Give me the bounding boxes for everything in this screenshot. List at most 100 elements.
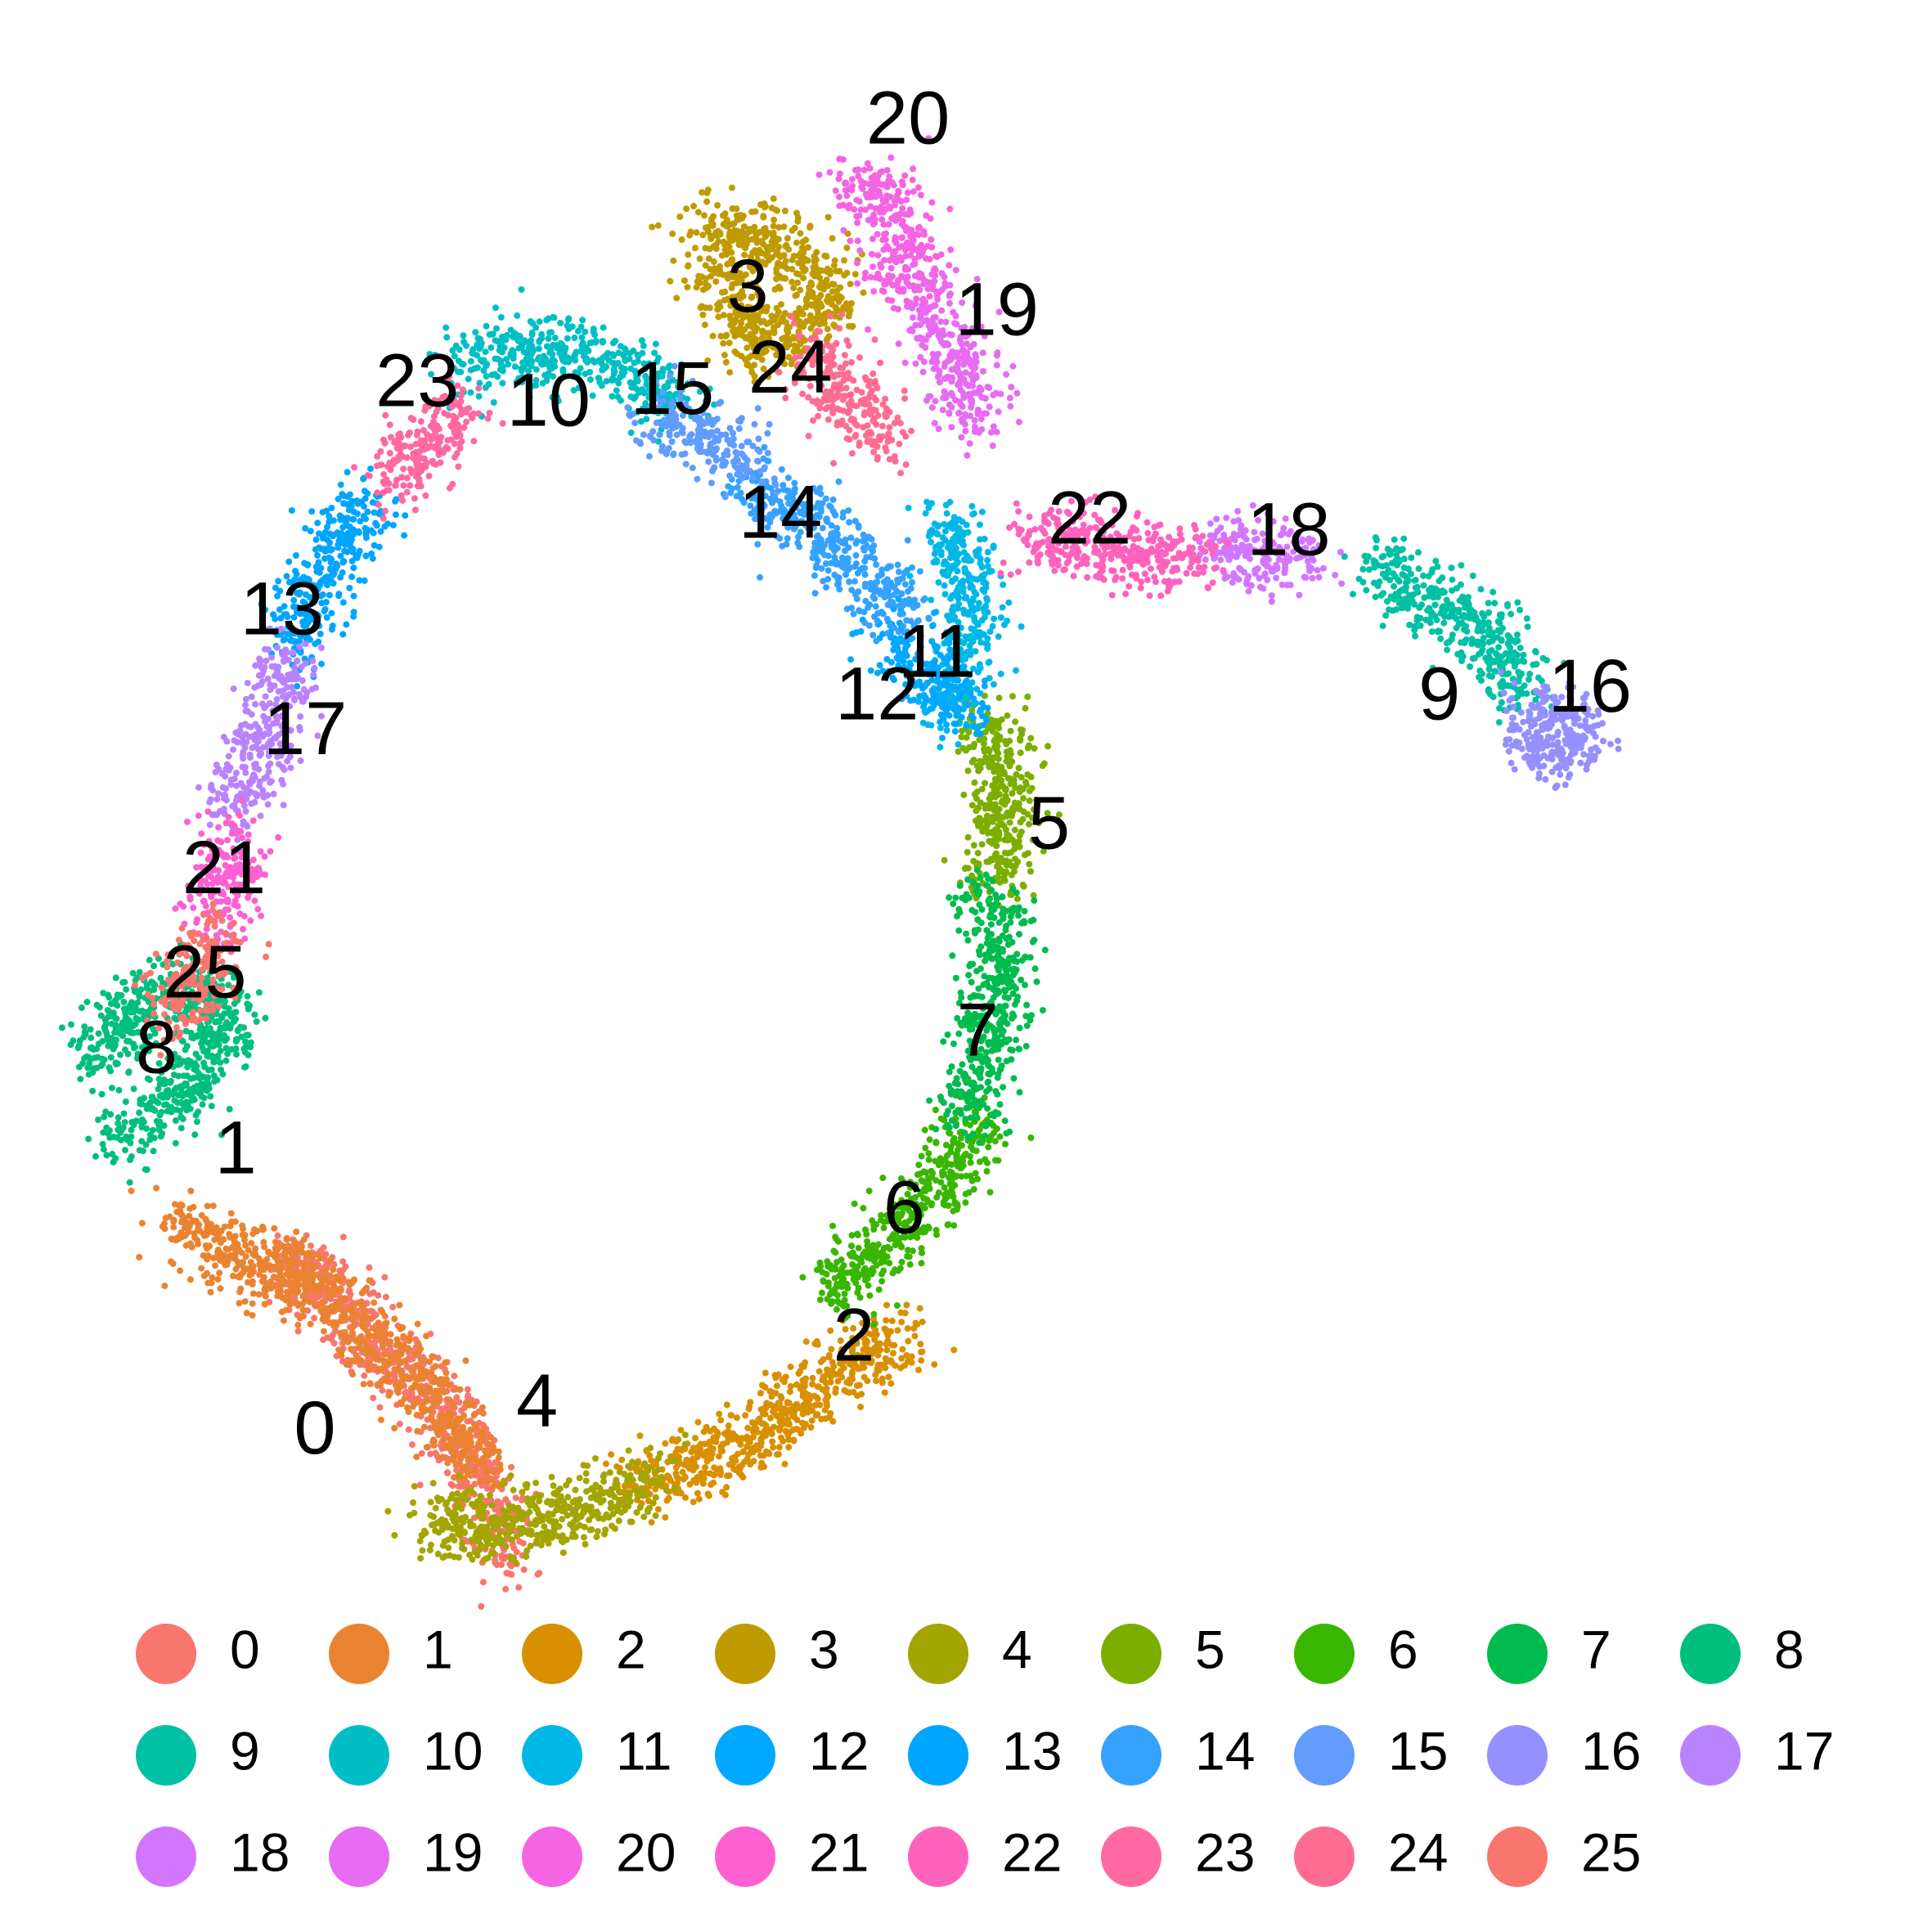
point xyxy=(199,1101,206,1108)
point xyxy=(559,1549,567,1557)
point xyxy=(534,1570,541,1578)
point xyxy=(402,1389,409,1396)
point xyxy=(908,1353,915,1360)
point xyxy=(926,1097,933,1104)
point xyxy=(778,1434,784,1441)
point xyxy=(280,1317,287,1324)
point xyxy=(451,1373,458,1380)
point xyxy=(834,1377,842,1385)
point xyxy=(889,1269,896,1277)
point xyxy=(950,1222,958,1229)
point xyxy=(854,1392,861,1400)
point xyxy=(780,1378,788,1386)
point xyxy=(183,1072,191,1080)
point xyxy=(856,1382,863,1389)
point xyxy=(618,1456,626,1463)
point xyxy=(717,1471,724,1478)
point xyxy=(337,1330,344,1337)
point xyxy=(211,1236,218,1243)
point xyxy=(437,1415,444,1422)
point xyxy=(694,209,702,216)
point xyxy=(366,1359,373,1367)
point xyxy=(773,304,780,312)
point xyxy=(391,1372,398,1379)
point xyxy=(282,1248,290,1256)
point xyxy=(447,1414,454,1422)
point xyxy=(740,1448,747,1455)
point xyxy=(420,1527,428,1534)
point xyxy=(338,1352,345,1359)
point xyxy=(750,1458,757,1465)
point xyxy=(701,212,708,219)
point xyxy=(366,1277,373,1284)
point xyxy=(1017,749,1024,757)
point xyxy=(699,311,707,318)
point xyxy=(453,1394,461,1401)
point xyxy=(735,330,743,337)
point xyxy=(457,1415,465,1422)
point xyxy=(696,255,703,263)
point xyxy=(773,276,780,282)
point xyxy=(187,1188,195,1194)
point xyxy=(897,1309,905,1316)
point xyxy=(296,1275,303,1282)
point xyxy=(442,1359,449,1366)
point xyxy=(999,946,1006,953)
point xyxy=(1031,745,1038,752)
point xyxy=(985,1143,992,1151)
point xyxy=(847,1242,855,1250)
point xyxy=(993,850,1000,857)
point xyxy=(1022,982,1028,989)
point xyxy=(330,1282,337,1289)
point xyxy=(946,1130,954,1137)
point xyxy=(1031,965,1039,973)
point xyxy=(758,237,766,245)
point xyxy=(238,1262,245,1269)
point xyxy=(860,289,867,296)
point xyxy=(1027,918,1035,925)
point xyxy=(1004,960,1012,968)
point xyxy=(1009,790,1016,797)
point xyxy=(962,1199,969,1206)
point xyxy=(708,236,715,242)
point xyxy=(458,1431,465,1438)
point xyxy=(714,202,721,209)
point xyxy=(770,234,777,240)
point xyxy=(212,1262,218,1269)
point xyxy=(696,1450,703,1458)
point xyxy=(479,1404,486,1411)
point xyxy=(456,1455,464,1462)
point xyxy=(860,1205,867,1211)
point xyxy=(502,1543,510,1550)
point xyxy=(1020,795,1027,802)
point xyxy=(986,895,994,902)
point xyxy=(286,1278,294,1286)
point xyxy=(704,1490,712,1498)
point xyxy=(701,321,708,329)
point xyxy=(294,1242,301,1250)
point xyxy=(371,1324,379,1332)
point xyxy=(654,1506,662,1513)
point xyxy=(888,1341,896,1349)
point xyxy=(663,1497,671,1504)
point xyxy=(944,1031,951,1038)
point xyxy=(821,1406,829,1413)
point xyxy=(1016,1089,1023,1096)
point xyxy=(742,356,749,363)
point xyxy=(357,1299,365,1306)
point xyxy=(342,1337,349,1345)
point xyxy=(843,245,851,251)
point xyxy=(1027,1017,1034,1024)
point xyxy=(230,1272,236,1279)
point xyxy=(361,1372,368,1379)
point xyxy=(389,1304,397,1310)
point xyxy=(1015,838,1022,845)
point xyxy=(430,1442,438,1449)
point xyxy=(807,314,815,321)
point xyxy=(721,1491,729,1498)
point xyxy=(824,1258,831,1265)
point xyxy=(719,1440,726,1448)
point xyxy=(781,263,789,271)
point xyxy=(426,1359,434,1365)
